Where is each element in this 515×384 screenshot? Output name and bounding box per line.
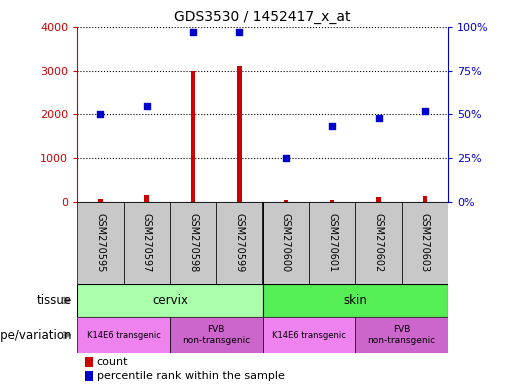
Text: GSM270601: GSM270601 [327, 214, 337, 272]
Bar [170, 202, 216, 284]
Text: GSM270595: GSM270595 [95, 213, 106, 273]
Bar [77, 202, 124, 284]
Bar [283, 200, 288, 202]
Point [421, 108, 429, 114]
Text: K14E6 transgenic: K14E6 transgenic [87, 331, 161, 339]
Bar [84, 371, 93, 381]
Bar [330, 200, 335, 202]
Bar [216, 202, 263, 284]
Text: tissue: tissue [37, 294, 72, 307]
Bar [263, 317, 355, 353]
Point [143, 103, 151, 109]
Text: FVB
non-transgenic: FVB non-transgenic [182, 325, 250, 345]
Point [374, 115, 383, 121]
Text: GSM270599: GSM270599 [234, 213, 245, 273]
Text: genotype/variation: genotype/variation [0, 329, 72, 341]
Bar [402, 202, 448, 284]
Bar [422, 196, 427, 202]
Point [96, 111, 105, 118]
Text: FVB
non-transgenic: FVB non-transgenic [368, 325, 436, 345]
Bar [309, 202, 355, 284]
Text: GSM270602: GSM270602 [373, 213, 384, 273]
Point [328, 123, 336, 129]
Text: GSM270597: GSM270597 [142, 213, 152, 273]
Text: skin: skin [344, 294, 367, 307]
Bar [355, 202, 402, 284]
Bar [355, 317, 448, 353]
Bar [98, 199, 103, 202]
Bar [263, 202, 309, 284]
Point [235, 29, 244, 35]
Bar [376, 197, 381, 202]
Text: K14E6 transgenic: K14E6 transgenic [272, 331, 346, 339]
Bar [77, 284, 263, 317]
Bar [84, 357, 93, 367]
Bar [237, 66, 242, 202]
Bar [144, 195, 149, 202]
Point [282, 155, 290, 161]
Title: GDS3530 / 1452417_x_at: GDS3530 / 1452417_x_at [175, 10, 351, 25]
Text: GSM270598: GSM270598 [188, 213, 198, 273]
Bar [191, 71, 195, 202]
Text: count: count [96, 357, 128, 367]
Text: GSM270603: GSM270603 [420, 214, 430, 272]
Text: cervix: cervix [152, 294, 188, 307]
Point [189, 29, 197, 35]
Bar [124, 202, 170, 284]
Text: GSM270600: GSM270600 [281, 214, 291, 272]
Bar [263, 284, 448, 317]
Text: percentile rank within the sample: percentile rank within the sample [96, 371, 284, 381]
Bar [170, 317, 263, 353]
Bar [77, 317, 170, 353]
